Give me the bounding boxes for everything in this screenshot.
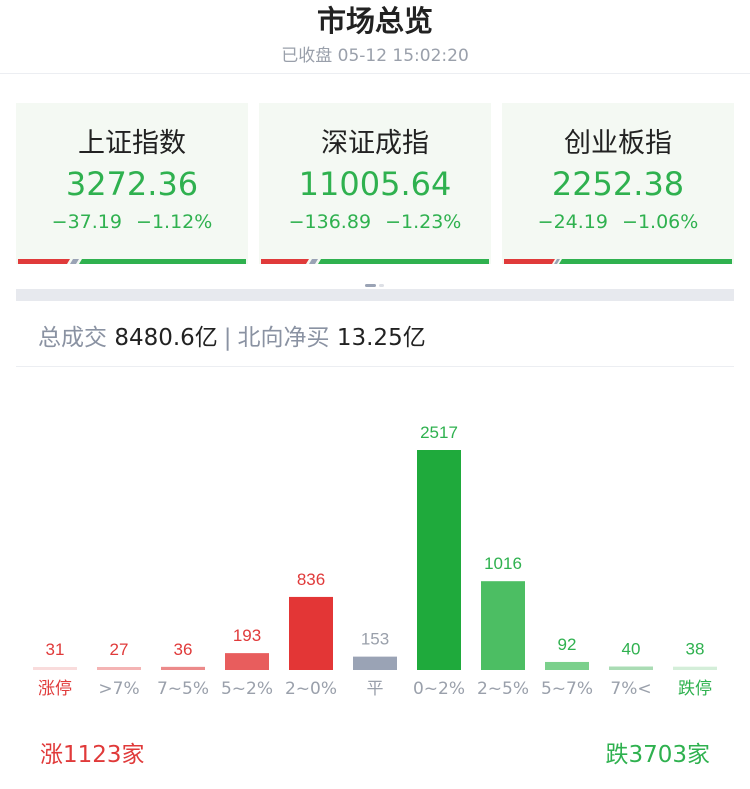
status-timestamp: 已收盘 05-12 15:02:20 <box>281 46 469 66</box>
bar-7 <box>481 581 525 670</box>
category-tick-label: 平 <box>367 679 384 699</box>
index-change: −24.19 <box>537 211 608 233</box>
bar-9 <box>609 666 653 670</box>
bar-10 <box>673 666 717 670</box>
category-tick-label: 7%< <box>610 679 651 699</box>
bar-0 <box>33 667 77 670</box>
bar-value-label: 1016 <box>484 554 522 573</box>
category-tick-label: 涨停 <box>38 679 72 699</box>
bar-8 <box>545 661 589 670</box>
turnover-value: 8480.6亿 <box>114 325 218 351</box>
up-count: 涨1123家 <box>40 742 145 768</box>
bar-3 <box>225 653 269 670</box>
bar-value-label: 31 <box>46 640 65 659</box>
northbound-label: 北向净买 <box>237 325 330 351</box>
category-tick-label: 2~0% <box>285 679 337 699</box>
index-value: 11005.64 <box>298 165 452 203</box>
index-pct: −1.12% <box>136 211 213 233</box>
index-breadth-bar <box>18 259 246 264</box>
bar-value-label: 36 <box>174 640 193 659</box>
index-value: 2252.38 <box>551 165 685 203</box>
index-card-shenzhen[interactable]: 深证成指 11005.64 −136.89 −1.23% <box>259 103 491 264</box>
index-card-shanghai[interactable]: 上证指数 3272.36 −37.19 −1.12% <box>16 103 248 264</box>
bar-2 <box>161 666 205 670</box>
category-tick-label: 跌停 <box>678 679 712 699</box>
category-tick-label: 5~2% <box>221 679 273 699</box>
index-card-chinext[interactable]: 创业板指 2252.38 −24.19 −1.06% <box>502 103 734 264</box>
index-change: −37.19 <box>51 211 122 233</box>
bar-5 <box>353 656 397 670</box>
bar-value-label: 836 <box>297 570 325 589</box>
carousel-pager[interactable] <box>365 272 387 291</box>
turnover-label: 总成交 <box>38 325 107 351</box>
category-tick-label: 0~2% <box>413 679 465 699</box>
index-name: 创业板指 <box>564 128 672 159</box>
index-pct: −1.06% <box>622 211 699 233</box>
down-count: 跌3703家 <box>605 742 710 768</box>
section-divider <box>16 289 734 301</box>
index-change: −136.89 <box>288 211 372 233</box>
bar-value-label: 38 <box>686 640 705 659</box>
market-summary: 总成交 8480.6亿 | 北向净买 13.25亿 <box>38 325 426 351</box>
bar-value-label: 2517 <box>420 423 458 442</box>
index-breadth-bar <box>504 259 732 264</box>
bar-value-label: 193 <box>233 626 261 645</box>
index-name: 深证成指 <box>321 128 429 159</box>
category-tick-label: 2~5% <box>477 679 529 699</box>
bar-1 <box>97 667 141 670</box>
bar-value-label: 40 <box>622 640 641 659</box>
index-breadth-bar <box>261 259 489 264</box>
bar-value-label: 27 <box>110 640 129 659</box>
index-pct: −1.23% <box>385 211 462 233</box>
index-name: 上证指数 <box>78 128 186 159</box>
bar-6 <box>417 450 461 670</box>
category-tick-label: 7~5% <box>157 679 209 699</box>
bar-value-label: 153 <box>361 630 389 649</box>
header: 市场总览 已收盘 05-12 15:02:20 <box>0 0 750 74</box>
northbound-value: 13.25亿 <box>336 325 426 351</box>
category-tick-label: 5~7% <box>541 679 593 699</box>
page-title: 市场总览 <box>316 4 433 38</box>
bar-value-label: 92 <box>558 635 577 654</box>
distribution-chart: 31 涨停 27 >7% 36 7~5% 193 5~2% 836 2~0% 153 平 2517 0~2… <box>33 423 717 699</box>
bar-4 <box>289 596 333 670</box>
category-tick-label: >7% <box>98 679 139 699</box>
index-value: 3272.36 <box>65 165 199 203</box>
